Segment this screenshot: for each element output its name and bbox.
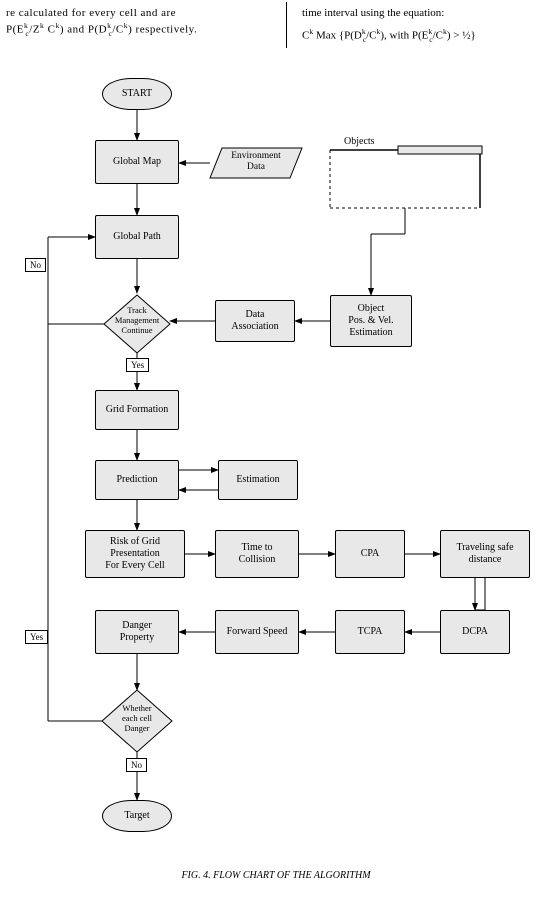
node-dcpa: DCPA xyxy=(440,610,510,654)
label-yes2: Yes xyxy=(25,630,48,644)
page-root: re calculated for every cell and are P(E… xyxy=(0,0,552,901)
objects-label: Objects xyxy=(344,136,375,147)
node-data-assoc: Data Association xyxy=(215,300,295,342)
column-divider xyxy=(286,2,287,48)
node-estimation: Estimation xyxy=(218,460,298,500)
flowchart-svg xyxy=(0,0,552,901)
track-mgmt-text: Track Management Continue xyxy=(104,306,170,335)
node-danger-prop: Danger Property xyxy=(95,610,179,654)
node-target: Target xyxy=(102,800,172,832)
node-fwd-speed: Forward Speed xyxy=(215,610,299,654)
whether-text: Whether each cell Danger xyxy=(104,704,170,733)
node-tcpa: TCPA xyxy=(335,610,405,654)
top-left-text: re calculated for every cell and are P(E… xyxy=(6,6,276,40)
env-data-text: Environment Data xyxy=(214,151,298,174)
node-global-map: Global Map xyxy=(95,140,179,184)
node-risk-grid: Risk of Grid Presentation For Every Cell xyxy=(85,530,185,578)
node-obj-est: Object Pos. & Vel. Estimation xyxy=(330,295,412,347)
label-yes1: Yes xyxy=(126,358,149,372)
node-prediction: Prediction xyxy=(95,460,179,500)
figure-caption: FIG. 4. FLOW CHART OF THE ALGORITHM xyxy=(0,870,552,881)
node-trav-safe: Traveling safe distance xyxy=(440,530,530,578)
label-no1: No xyxy=(25,258,46,272)
top-right-text: time interval using the equation: Ck Max… xyxy=(302,6,542,46)
node-cpa: CPA xyxy=(335,530,405,578)
label-no2: No xyxy=(126,758,147,772)
node-global-path: Global Path xyxy=(95,215,179,259)
node-start: START xyxy=(102,78,172,110)
node-time-collision: Time to Collision xyxy=(215,530,299,578)
node-grid-formation: Grid Formation xyxy=(95,390,179,430)
